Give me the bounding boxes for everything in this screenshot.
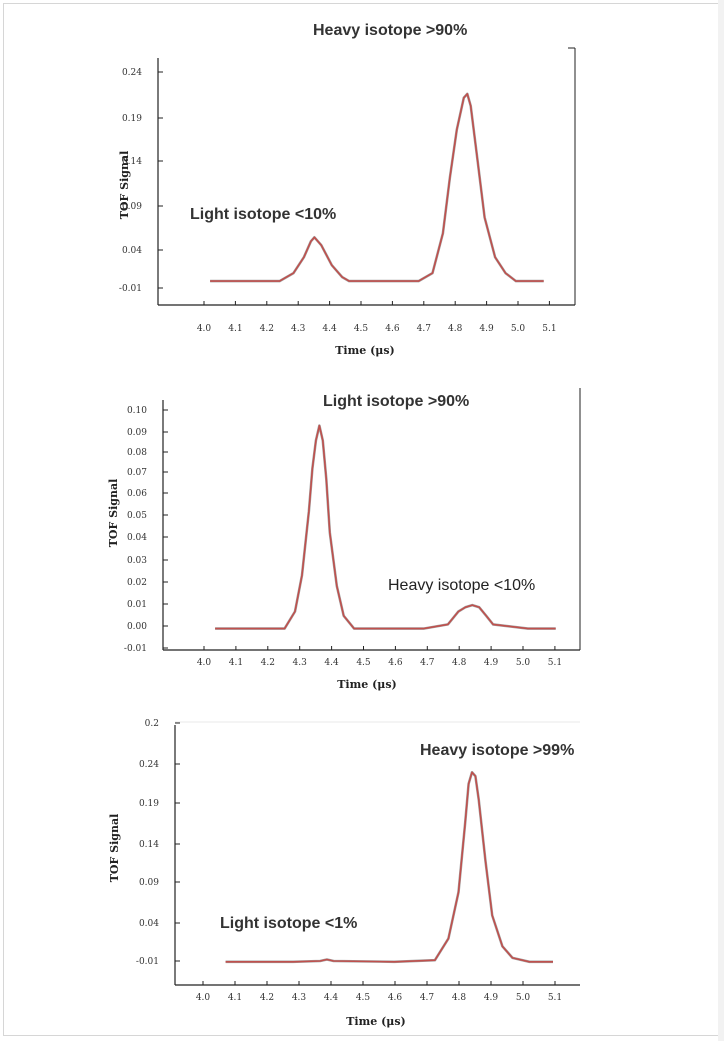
chart-panel-2: 0.10 0.09 0.08 0.07 0.06 0.05 0.04 0.03 0.02 0.01…: [0, 0, 724, 691]
chart-3-x-ticks: 4.0 4.1 4.2 4.3 4.4 4.5 4.6 4.7 4.8 4.9 5.0 5.1: [196, 981, 562, 1003]
chart-1-series: [210, 92, 544, 283]
chart-3-y-tick-label: 0.14: [139, 840, 159, 850]
chart-2-x-tick-label: 5.0: [516, 658, 531, 668]
chart-1-x-tick-label: 4.7: [417, 324, 432, 334]
chart-2-y-tick-label: 0.10: [127, 406, 147, 416]
chart-1-y-axis-title: TOF Signal: [118, 151, 131, 220]
chart-1-frame-group: [157, 47, 576, 306]
chart-1-x-axis-title: Time (μs): [335, 344, 395, 357]
chart-1-series-line: [210, 93, 544, 282]
chart-2-y-tick-label: 0.02: [127, 578, 147, 588]
chart-2-annotation-heavy: Heavy isotope <10%: [388, 577, 535, 594]
chart-3-y-tick-label: 0.09: [139, 878, 159, 888]
chart-2-y-axis-title: TOF Signal: [107, 479, 120, 548]
chart-2-series-line: [215, 424, 556, 630]
chart-3-series: [225, 770, 553, 964]
chart-3-annotation-light: Light isotope <1%: [220, 915, 357, 932]
page-right-edge: [718, 0, 724, 1041]
chart-3-series-shadow: [225, 770, 553, 964]
chart-3-series-line: [225, 771, 553, 963]
chart-2-x-tick-label: 4.8: [452, 658, 467, 668]
chart-3-x-tick-label: 4.9: [484, 993, 499, 1003]
chart-2-y-tick-label: 0.07: [127, 468, 147, 478]
chart-2-x-tick-label: 4.1: [229, 658, 243, 668]
chart-2-y-ticks: 0.10 0.09 0.08 0.07 0.06 0.05 0.04 0.03 0.02 0.01…: [124, 406, 168, 654]
chart-1-x-tick-label: 4.6: [385, 324, 400, 334]
chart-2-y-tick-label: 0.03: [127, 556, 147, 566]
chart-2-annotation-light: Light isotope >90%: [323, 393, 469, 410]
chart-1-x-tick-label: 4.0: [197, 324, 212, 334]
figure-frame: [3, 3, 719, 1036]
chart-2-y-tick-label: 0.00: [127, 622, 147, 632]
chart-panel-1: 0.24 0.19 0.14 0.09 0.04 -0.01 4.0 4.1 4.2 4.3 4.…: [0, 0, 724, 357]
chart-2-y-tick-label: 0.04: [127, 533, 147, 543]
chart-2-svg: 0.10 0.09 0.08 0.07 0.06 0.05 0.04 0.03 0.02 0.01…: [107, 388, 581, 691]
chart-2-x-tick-label: 4.6: [388, 658, 403, 668]
chart-2-x-tick-label: 4.2: [261, 658, 275, 668]
chart-2-series: [215, 424, 556, 630]
chart-2-x-tick-label: 4.5: [356, 658, 371, 668]
chart-1-x-tick-label: 4.5: [354, 324, 369, 334]
chart-1-x-ticks: 4.0 4.1 4.2 4.3 4.4 4.5 4.6 4.7 4.8 4.9 5.0 5.1: [197, 301, 557, 334]
chart-1-x-tick-label: 4.1: [228, 324, 242, 334]
chart-3-frame-group: [174, 721, 580, 986]
chart-3-y-tick-label: 0.24: [139, 760, 159, 770]
chart-3-x-tick-label: 4.8: [452, 993, 467, 1003]
chart-2-y-tick-label: -0.01: [124, 644, 147, 654]
chart-1-y-ticks: 0.24 0.19 0.14 0.09 0.04 -0.01: [119, 68, 163, 294]
chart-3-annotation-heavy: Heavy isotope >99%: [420, 742, 574, 759]
chart-1-x-tick-label: 4.9: [479, 324, 494, 334]
chart-2-x-ticks: 4.0 4.1 4.2 4.3 4.4 4.5 4.6 4.7 4.8 4.9 5.0 5.1: [197, 646, 562, 668]
chart-2-y-tick-label: 0.06: [127, 489, 147, 499]
chart-2-x-tick-label: 4.3: [293, 658, 308, 668]
chart-1-y-tick-label: 0.04: [122, 246, 142, 256]
chart-1-x-tick-label: 5.1: [542, 324, 556, 334]
chart-3-x-tick-label: 4.6: [388, 993, 403, 1003]
chart-1-x-tick-label: 4.2: [260, 324, 274, 334]
chart-3-x-axis-title: Time (μs): [346, 1015, 406, 1028]
chart-2-x-tick-label: 5.1: [548, 658, 562, 668]
chart-3-y-tick-label: 0.19: [139, 799, 159, 809]
chart-3-y-tick-label: 0.04: [139, 919, 159, 929]
chart-1-y-tick-label: 0.14: [122, 157, 142, 167]
chart-1-x-tick-label: 4.8: [448, 324, 463, 334]
chart-1-y-tick-label: -0.01: [119, 284, 142, 294]
chart-1-y-tick-label: 0.09: [122, 202, 142, 212]
chart-2-frame-group: [162, 388, 581, 651]
chart-3-x-tick-label: 4.7: [420, 993, 435, 1003]
chart-2-x-axis-title: Time (μs): [337, 678, 397, 691]
chart-3-x-tick-label: 5.1: [548, 993, 562, 1003]
chart-3-x-tick-label: 4.5: [356, 993, 371, 1003]
chart-3-x-tick-label: 4.1: [228, 993, 242, 1003]
chart-3-y-tick-label: 0.2: [145, 719, 159, 729]
chart-2-y-tick-label: 0.08: [127, 448, 147, 458]
chart-2-x-tick-label: 4.9: [484, 658, 499, 668]
chart-1-x-tick-label: 4.4: [322, 324, 337, 334]
chart-1-annotation-light: Light isotope <10%: [190, 206, 336, 223]
chart-3-y-ticks: 0.2 0.24 0.19 0.14 0.09 0.04 -0.01: [136, 719, 180, 967]
chart-2-y-tick-label: 0.09: [127, 428, 147, 438]
chart-1-svg: 0.240.190.140.090.04-0.01 4.0 4.1 4.2 4.3 4.…: [118, 22, 576, 357]
chart-2-x-tick-label: 4.0: [197, 658, 212, 668]
chart-2-x-tick-label: 4.7: [420, 658, 435, 668]
chart-1-y-tick-label: 0.24: [122, 68, 142, 78]
chart-1-x-tick-label: 4.3: [291, 324, 306, 334]
chart-3-x-tick-label: 4.3: [292, 993, 307, 1003]
chart-2-y-tick-label: 0.05: [127, 511, 147, 521]
chart-1-x-tick-label: 5.0: [511, 324, 526, 334]
chart-2-x-tick-label: 4.4: [324, 658, 339, 668]
chart-1-y-tick-label: 0.19: [122, 114, 142, 124]
chart-1-annotation-heavy: Heavy isotope >90%: [313, 22, 467, 39]
chart-3-y-tick-label: -0.01: [136, 957, 159, 967]
chart-3-x-tick-label: 5.0: [516, 993, 531, 1003]
chart-3-y-axis-title: TOF Signal: [108, 814, 121, 883]
chart-3-x-tick-label: 4.4: [324, 993, 339, 1003]
chart-2-y-tick-label: 0.01: [127, 600, 147, 610]
chart-3-x-tick-label: 4.0: [196, 993, 211, 1003]
chart-3-x-tick-label: 4.2: [260, 993, 274, 1003]
